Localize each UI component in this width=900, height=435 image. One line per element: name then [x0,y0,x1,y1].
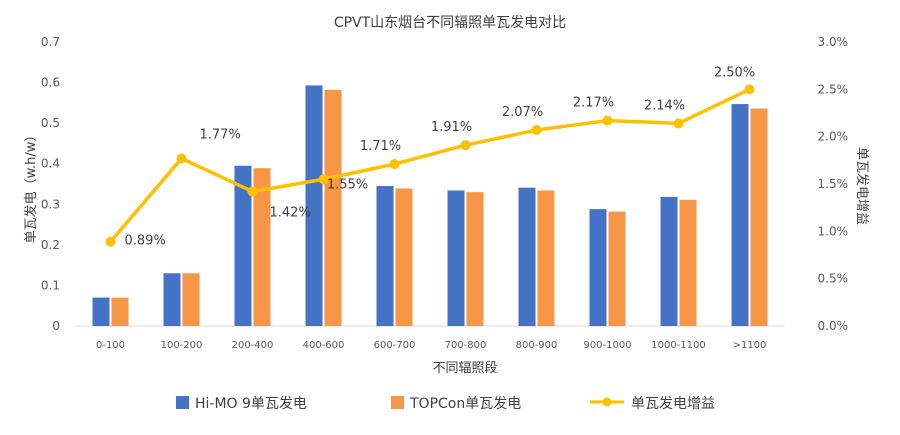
bar-himo[interactable] [305,85,323,326]
x-tick-label: 800-900 [516,340,558,351]
x-tick-label: 1000-1100 [651,340,706,351]
y2-tick-label: 0.0% [818,319,849,333]
gain-marker[interactable] [389,159,400,170]
gain-data-label: 1.42% [270,206,311,221]
y-tick-label: 0.5 [41,116,60,130]
gain-marker[interactable] [460,140,471,151]
gain-marker[interactable] [318,174,329,185]
gain-line [109,87,751,243]
bar-topcon[interactable] [537,190,555,326]
gain-marker[interactable] [602,115,613,126]
x-axis-ticks: 0-100 100-200 200-400 400-600 600-700 700-800… [96,340,766,351]
gain-data-label: 2.07% [502,105,543,120]
y2-tick-label: 1.5% [818,177,849,191]
bar-himo[interactable] [731,104,749,327]
y2-axis-label: 单瓦发电增益 [854,147,870,225]
y-axis-label: 单瓦发电（w.h/w） [23,129,39,244]
y-tick-label: 0 [52,319,60,333]
y-axis-ticks: 0 0.1 0.2 0.3 0.4 0.5 0.6 0.7 [41,35,60,333]
x-axis-label: 不同辐照段 [432,361,497,376]
gain-marker[interactable] [673,118,684,129]
bar-topcon[interactable] [253,168,271,326]
gain-data-label: 2.17% [573,96,614,111]
bar-topcon[interactable] [608,211,626,326]
bar-topcon[interactable] [750,108,768,326]
x-tick-label: 0-100 [96,340,125,351]
bar-topcon[interactable] [111,297,129,326]
bar-topcon[interactable] [324,89,342,326]
x-tick-label: 900-1000 [583,340,631,351]
x-tick-label: 700-800 [445,340,487,351]
x-tick-label: 100-200 [161,340,203,351]
legend-label-topcon: TOPCon单瓦发电 [409,396,521,412]
bar-topcon[interactable] [466,192,484,326]
gain-data-labels: 0.89% 1.77% 1.42% 1.55% 1.71% 1.91% 2.07% 2.17%… [125,65,756,248]
bar-topcon[interactable] [395,188,413,326]
legend-swatch-topcon [391,396,404,409]
y2-axis-ticks: 0.0% 0.5% 1.0% 1.5% 2.0% 2.5% 3.0% [818,35,849,333]
bar-himo[interactable] [660,196,678,326]
gain-marker[interactable] [247,186,258,197]
bar-topcon[interactable] [679,199,697,326]
gain-marker[interactable] [531,125,542,136]
legend-item-himo[interactable]: Hi-MO 9单瓦发电 [176,396,307,412]
x-tick-label: 600-700 [374,340,416,351]
legend-marker-gain [602,397,612,407]
legend-label-himo: Hi-MO 9单瓦发电 [195,396,307,412]
gain-data-label: 1.77% [200,127,241,142]
legend-item-topcon[interactable]: TOPCon单瓦发电 [391,396,521,412]
bar-himo[interactable] [447,190,465,326]
legend-label-gain: 单瓦发电增益 [631,396,715,412]
y-tick-label: 0.3 [41,197,60,211]
x-tick-label: >1100 [733,340,767,351]
gain-marker[interactable] [176,153,187,164]
gain-marker[interactable] [105,236,116,247]
bar-himo[interactable] [92,297,110,326]
gain-marker[interactable] [744,84,755,95]
y2-tick-label: 2.0% [818,130,849,144]
x-tick-label: 200-400 [232,340,274,351]
bar-himo[interactable] [518,187,536,326]
bar-himo[interactable] [163,273,181,326]
gain-data-label: 2.14% [644,98,685,113]
y-tick-label: 0.4 [41,157,60,171]
bar-himo[interactable] [376,186,394,326]
gain-data-label: 1.71% [360,139,401,154]
gain-data-label: 1.55% [327,177,368,192]
x-tick-label: 400-600 [303,340,345,351]
y-tick-label: 0.7 [41,35,60,49]
gain-data-label: 1.91% [431,120,472,135]
legend-item-gain[interactable]: 单瓦发电增益 [590,396,715,412]
y2-tick-label: 3.0% [818,35,849,49]
y-tick-label: 0.2 [41,238,60,252]
gain-data-label: 0.89% [125,234,166,249]
legend-swatch-himo [176,396,189,409]
gain-line-series [105,84,755,247]
bar-himo[interactable] [234,165,252,326]
y-tick-label: 0.6 [41,76,60,90]
bar-himo[interactable] [589,209,607,326]
y-tick-label: 0.1 [41,278,60,292]
bars [92,85,768,327]
gain-data-label: 2.50% [714,65,755,80]
y2-tick-label: 2.5% [818,82,849,96]
y2-tick-label: 1.0% [818,224,849,238]
chart-title: CPVT山东烟台不同辐照单瓦发电对比 [334,15,566,31]
bar-topcon[interactable] [182,273,200,326]
legend: Hi-MO 9单瓦发电 TOPCon单瓦发电 单瓦发电增益 [176,396,715,412]
y2-tick-label: 0.5% [818,272,849,286]
